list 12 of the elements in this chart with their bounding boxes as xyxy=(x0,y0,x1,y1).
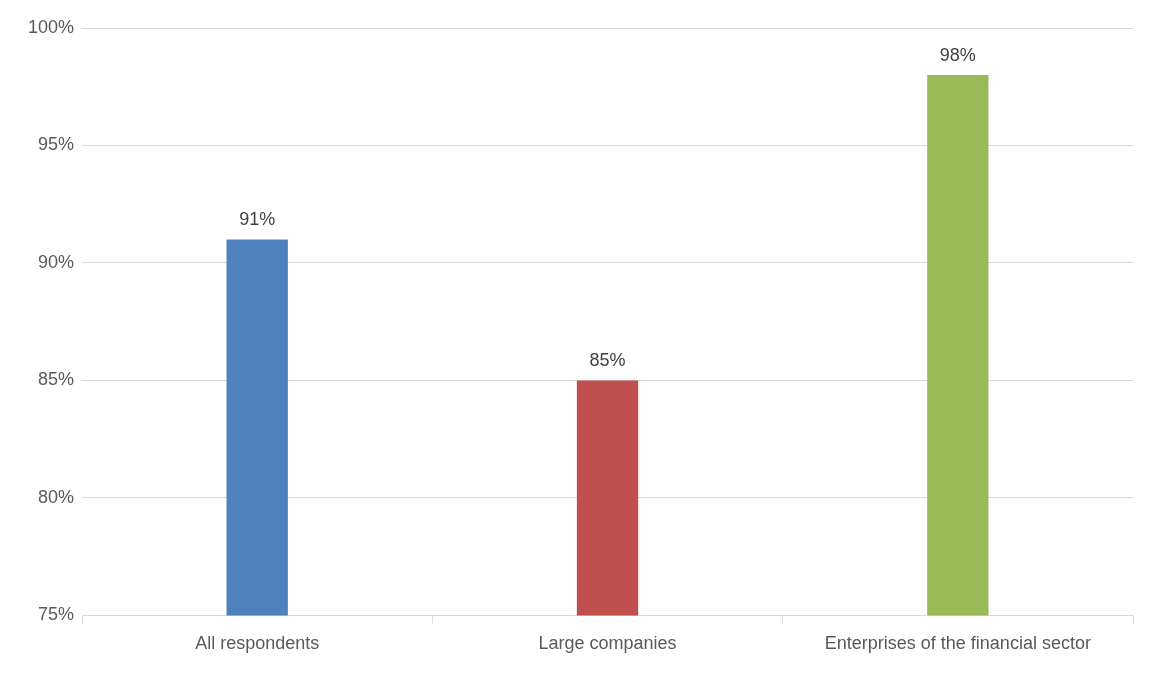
data-label: 85% xyxy=(589,350,626,371)
x-tick-label: Large companies xyxy=(538,633,677,654)
x-tick-label: Enterprises of the financial sector xyxy=(824,633,1091,654)
y-tick-label: 100% xyxy=(27,16,75,37)
y-tick-label: 80% xyxy=(38,486,75,507)
y-tick-label: 95% xyxy=(38,134,75,155)
y-tick-label: 75% xyxy=(38,604,75,625)
data-label: 91% xyxy=(239,209,276,230)
y-tick-label: 85% xyxy=(38,369,75,390)
x-tick-label: All respondents xyxy=(195,633,320,654)
data-label: 98% xyxy=(939,44,976,65)
y-tick-label: 90% xyxy=(38,251,75,272)
